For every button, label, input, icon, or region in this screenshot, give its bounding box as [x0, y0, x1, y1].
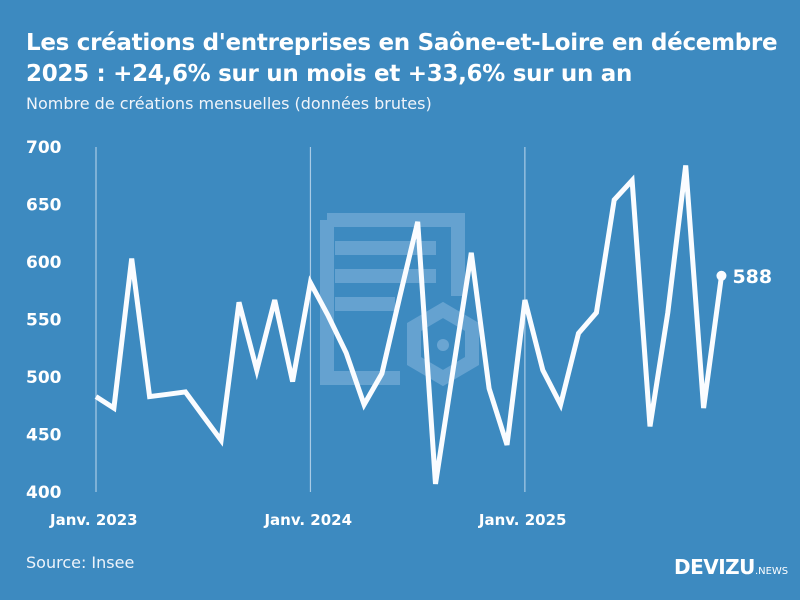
watermark-dot: [437, 339, 449, 351]
y-tick-label: 700: [26, 138, 62, 158]
y-tick-label: 400: [26, 483, 62, 503]
watermark-document-icon: [320, 213, 479, 387]
last-value-label: 588: [732, 266, 772, 288]
x-tick-label: Janv. 2025: [478, 511, 567, 529]
chart-subtitle: Nombre de créations mensuelles (données …: [26, 94, 432, 113]
y-tick-label: 600: [26, 253, 62, 273]
series-line: [94, 165, 724, 485]
chart-title: Les créations d'entreprises en Saône-et-…: [26, 30, 778, 87]
devizu-logo: DEVIZU.NEWS: [674, 555, 788, 579]
x-tick-label: Janv. 2023: [49, 511, 138, 529]
y-tick-label: 550: [26, 311, 62, 331]
y-tick-label: 450: [26, 426, 62, 446]
source-note: Source: Insee: [26, 553, 135, 572]
logo-main: DEVIZU: [674, 555, 755, 579]
x-tick-label: Janv. 2024: [263, 511, 352, 529]
y-tick-label: 650: [26, 196, 62, 216]
y-tick-label: 500: [26, 368, 62, 388]
logo-suffix: .NEWS: [754, 566, 789, 577]
last-point-marker: [716, 270, 727, 281]
